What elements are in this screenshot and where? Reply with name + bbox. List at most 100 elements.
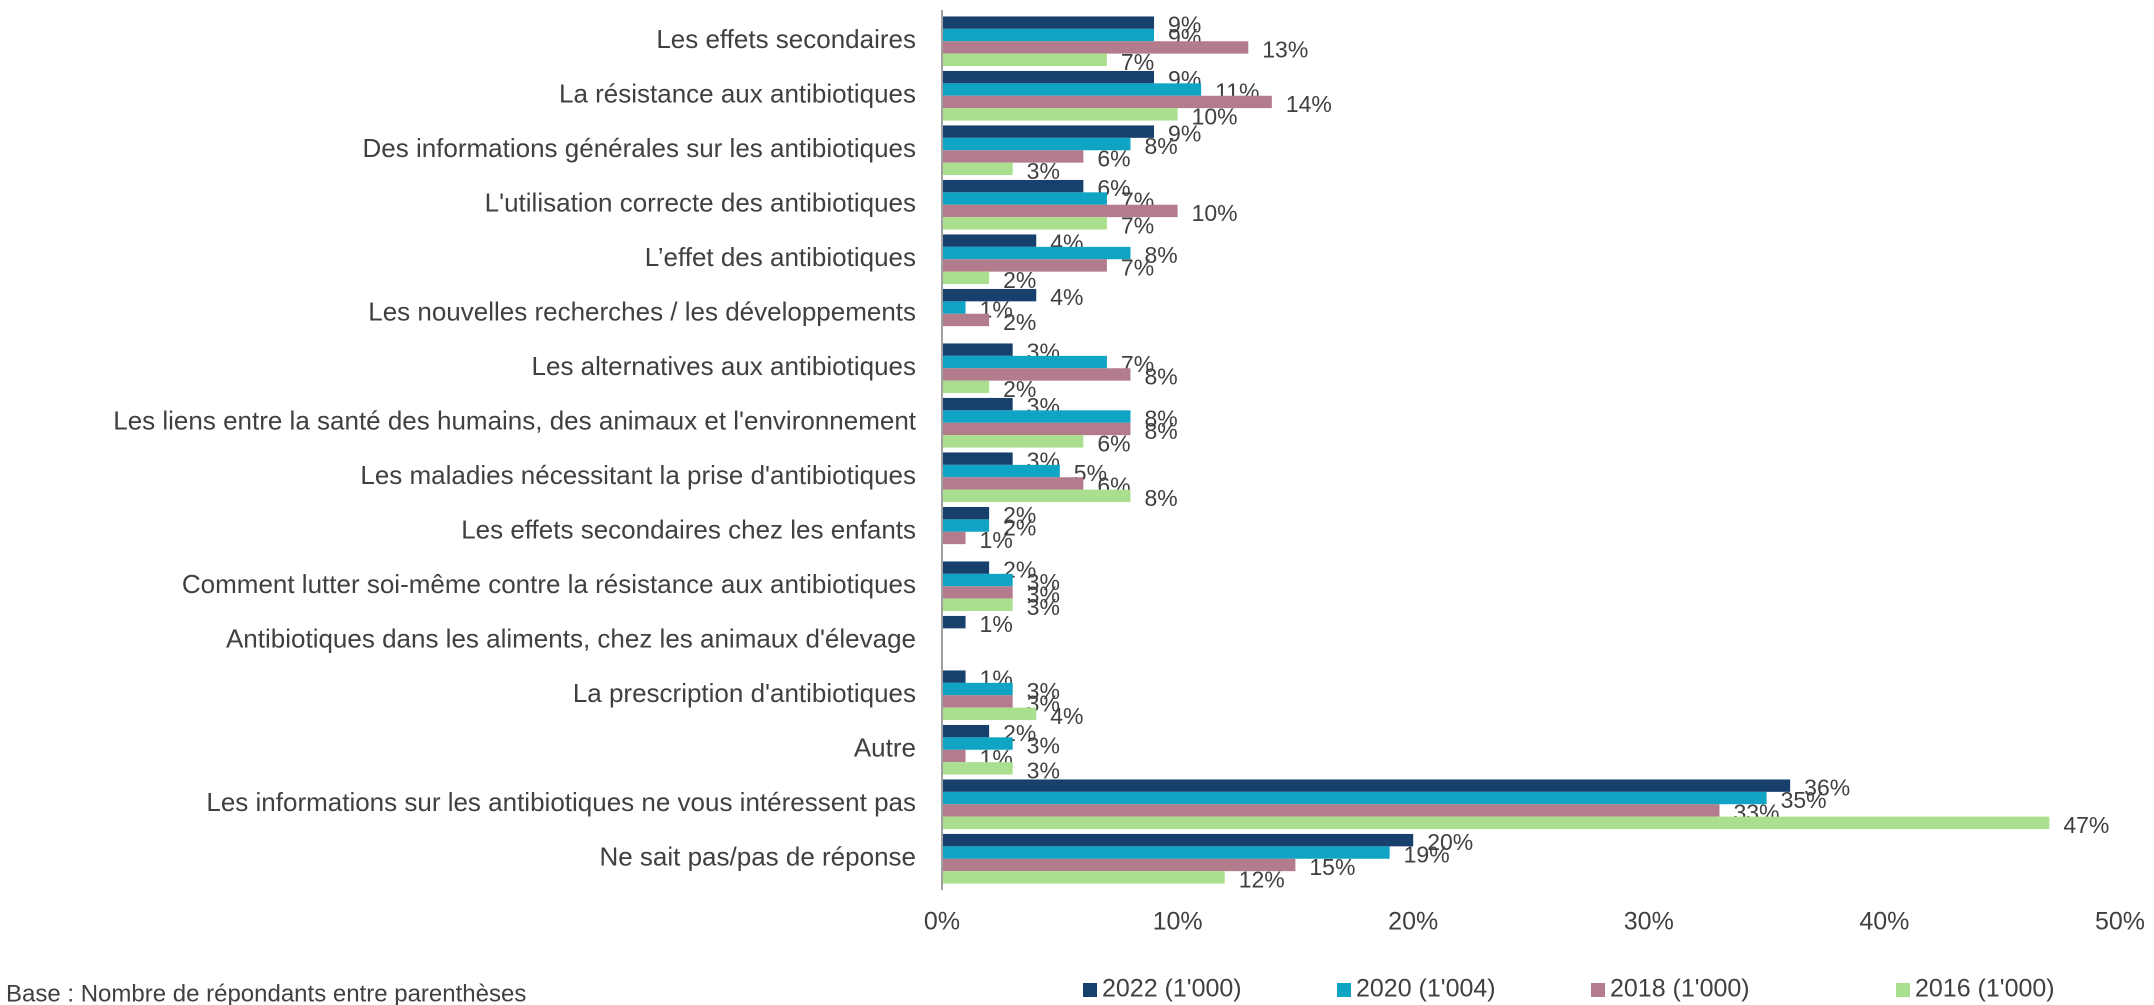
legend-label: 2018 (1'000) (1610, 975, 1750, 1003)
category-label: L’effet des antibiotiques (645, 242, 916, 272)
bar (942, 779, 1791, 792)
bar (942, 682, 1013, 696)
value-label: 20% (1427, 829, 1473, 855)
legend-swatch (1083, 983, 1097, 997)
bar (942, 41, 1249, 54)
bar (942, 83, 1202, 96)
bar (942, 489, 1131, 503)
bar (942, 259, 1107, 272)
value-label: 15% (1309, 854, 1355, 880)
bar (942, 125, 1155, 138)
bar (942, 846, 1390, 859)
value-label: 3% (1027, 569, 1060, 595)
value-label: 2% (1003, 515, 1036, 541)
bar (942, 573, 1013, 587)
x-tick-label: 40% (1859, 908, 1909, 936)
category-label: L'utilisation correcte des antibiotiques (485, 188, 916, 218)
bar (942, 179, 1084, 193)
bar (942, 313, 990, 327)
value-label: 7% (1121, 49, 1154, 75)
category-label: Les maladies nécessitant la prise d'anti… (360, 460, 916, 490)
note: Base : Nombre de répondants entre parent… (6, 980, 526, 1005)
value-label: 8% (1144, 133, 1177, 159)
category-label: Les nouvelles recherches / les développe… (368, 297, 916, 327)
bar (942, 749, 966, 763)
bar (942, 531, 966, 545)
bar (942, 804, 1720, 817)
category-label: Les alternatives aux antibiotiques (532, 351, 916, 381)
bar (942, 368, 1131, 381)
bar (942, 95, 1272, 109)
value-label: 3% (1027, 733, 1060, 759)
bar (942, 53, 1107, 67)
value-label: 1% (980, 527, 1013, 553)
bar (942, 452, 1013, 465)
bar (942, 192, 1107, 205)
bar (942, 410, 1131, 423)
bar (942, 506, 990, 520)
bar (942, 234, 1037, 247)
bar (942, 150, 1084, 163)
bar (942, 762, 1013, 775)
category-label: La prescription d'antibiotiques (573, 678, 916, 708)
bar (942, 477, 1084, 490)
bar (942, 615, 966, 629)
bar (942, 791, 1767, 805)
bar (942, 246, 1131, 260)
value-label: 35% (1781, 787, 1827, 813)
x-tick-label: 10% (1153, 908, 1203, 936)
value-label: 14% (1286, 91, 1332, 117)
value-label: 8% (1144, 418, 1177, 444)
value-label: 8% (1144, 242, 1177, 268)
value-label: 4% (1050, 284, 1083, 310)
legend-swatch (1337, 983, 1351, 997)
bar (942, 464, 1060, 478)
bar (942, 28, 1155, 42)
bar (942, 519, 990, 532)
category-label: Autre (854, 733, 916, 763)
bar (942, 816, 2050, 830)
x-tick-label: 50% (2095, 908, 2145, 936)
value-label: 6% (1097, 146, 1130, 172)
category-label: Les liens entre la santé des humains, de… (113, 406, 917, 436)
category-label: Ne sait pas/pas de réponse (599, 842, 916, 872)
bar (942, 137, 1131, 151)
value-label: 47% (2063, 812, 2109, 838)
category-label: Les informations sur les antibiotiques n… (206, 787, 916, 817)
bar (942, 380, 990, 394)
bar (942, 204, 1178, 218)
x-tick-label: 0% (924, 908, 960, 936)
value-label: 1% (980, 611, 1013, 637)
bar (942, 108, 1178, 121)
category-label: Les effets secondaires (656, 24, 916, 54)
value-label: 4% (1050, 703, 1083, 729)
value-label: 6% (1097, 430, 1130, 456)
bar (942, 435, 1084, 448)
bar (942, 271, 990, 285)
value-label: 10% (1192, 103, 1238, 129)
x-tick-label: 30% (1624, 908, 1674, 936)
bar (942, 301, 966, 314)
bar (942, 707, 1037, 721)
bar (942, 871, 1225, 884)
value-label: 3% (1027, 158, 1060, 184)
value-label: 12% (1239, 866, 1285, 892)
value-label: 2% (1003, 267, 1036, 293)
bar (942, 858, 1296, 872)
value-label: 13% (1262, 37, 1308, 63)
value-label: 7% (1121, 255, 1154, 281)
value-label: 3% (1027, 582, 1060, 608)
value-label: 8% (1144, 406, 1177, 432)
value-label: 10% (1192, 200, 1238, 226)
bar (942, 695, 1013, 708)
bar (942, 16, 1155, 29)
value-label: 19% (1404, 842, 1450, 868)
bar (942, 561, 990, 574)
category-label: Les effets secondaires chez les enfants (461, 515, 916, 545)
category-label: Antibiotiques dans les aliments, chez le… (226, 624, 916, 654)
bar (942, 397, 1013, 411)
x-tick-label: 20% (1388, 908, 1438, 936)
bar (942, 422, 1131, 436)
bar (942, 724, 990, 738)
